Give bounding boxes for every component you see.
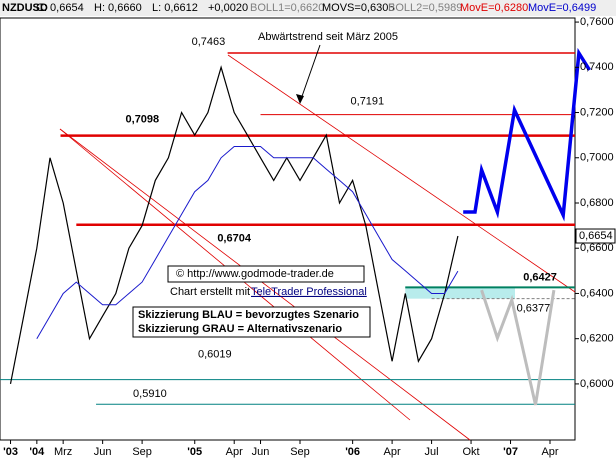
- trend-line: [227, 54, 576, 293]
- x-tick-label: Jun: [252, 446, 270, 458]
- y-tick-label: 0,6400: [580, 287, 614, 299]
- trend-title: Abwärtstrend seit März 2005: [258, 31, 398, 43]
- x-tick-label: Okt: [462, 446, 479, 458]
- header-item: H: 0,6660: [94, 2, 142, 14]
- y-tick-label: 0,6600: [580, 242, 614, 254]
- series-line: [9, 65, 459, 385]
- header-item: +0,0020: [208, 2, 248, 14]
- level-label: 0,5910: [133, 388, 167, 400]
- legend-entry: Skizzierung BLAU = bevorzugtes Szenario: [138, 309, 359, 321]
- credit: Chart erstellt mit: [170, 286, 250, 298]
- arrow-head: [296, 94, 304, 104]
- y-tick-label: 0,6000: [580, 378, 614, 390]
- legend-entry: Skizzierung GRAU = Alternativszenario: [138, 323, 342, 335]
- level-label: 0,6377: [517, 303, 551, 315]
- y-tick-label: 0,7400: [580, 61, 614, 73]
- x-tick-label: '06: [345, 446, 360, 458]
- credit-link[interactable]: TeleTrader Professional: [251, 286, 367, 298]
- x-tick-label: '05: [187, 446, 202, 458]
- series-line: [36, 146, 459, 339]
- level-label: 0,6019: [198, 349, 232, 361]
- x-tick-label: Sep: [290, 446, 310, 458]
- header-item: MovE=0,6280: [460, 2, 528, 14]
- x-tick-label: '07: [503, 446, 518, 458]
- copyright-box: [167, 265, 365, 283]
- x-tick-label: Apr: [541, 446, 558, 458]
- x-tick-label: Apr: [384, 446, 401, 458]
- header-item: NZDUSD: [2, 2, 48, 14]
- header-item: BOLL2=0,5989: [388, 2, 462, 14]
- x-tick-label: '03: [3, 446, 18, 458]
- last-price-label: 0,6654: [579, 230, 613, 242]
- arrow: [299, 44, 321, 103]
- header-item: C: 0,6654: [36, 2, 84, 14]
- x-tick-label: Mrz: [54, 446, 72, 458]
- level-label: 0,7191: [351, 95, 385, 107]
- x-tick-label: Apr: [226, 446, 243, 458]
- series-line: [480, 289, 556, 406]
- header-item: BOLL1=0,6620: [250, 2, 324, 14]
- level-label: 0,7463: [192, 36, 226, 48]
- y-tick-label: 0,6200: [580, 333, 614, 345]
- x-tick-label: Jun: [94, 446, 112, 458]
- plot: [0, 47, 591, 441]
- y-tick-label: 0,7600: [580, 16, 614, 28]
- level-label: 0,7098: [126, 114, 160, 126]
- y-tick-label: 0,6800: [580, 197, 614, 209]
- series-line: [463, 47, 591, 222]
- x-tick-label: '04: [29, 446, 45, 458]
- header-item: MOVS=0,6305: [322, 2, 394, 14]
- plot-frame: [0, 17, 576, 441]
- header-bar: [0, 0, 616, 16]
- y-tick-label: 0,7200: [580, 106, 614, 118]
- zone: [405, 287, 515, 299]
- x-tick-label: Jul: [425, 446, 439, 458]
- legend-box: [132, 306, 371, 338]
- last-price-box: [575, 228, 616, 244]
- x-tick-label: Sep: [132, 446, 152, 458]
- level-label: 0,6704: [217, 233, 252, 245]
- y-tick-label: 0,7000: [580, 152, 614, 164]
- header-item: MovE=0,6499: [528, 2, 596, 14]
- copyright: © http://www.godmode-trader.de: [176, 268, 334, 280]
- trend-line: [59, 128, 471, 441]
- level-label: 0,6427: [523, 271, 557, 283]
- header-item: L: 0,6612: [152, 2, 198, 14]
